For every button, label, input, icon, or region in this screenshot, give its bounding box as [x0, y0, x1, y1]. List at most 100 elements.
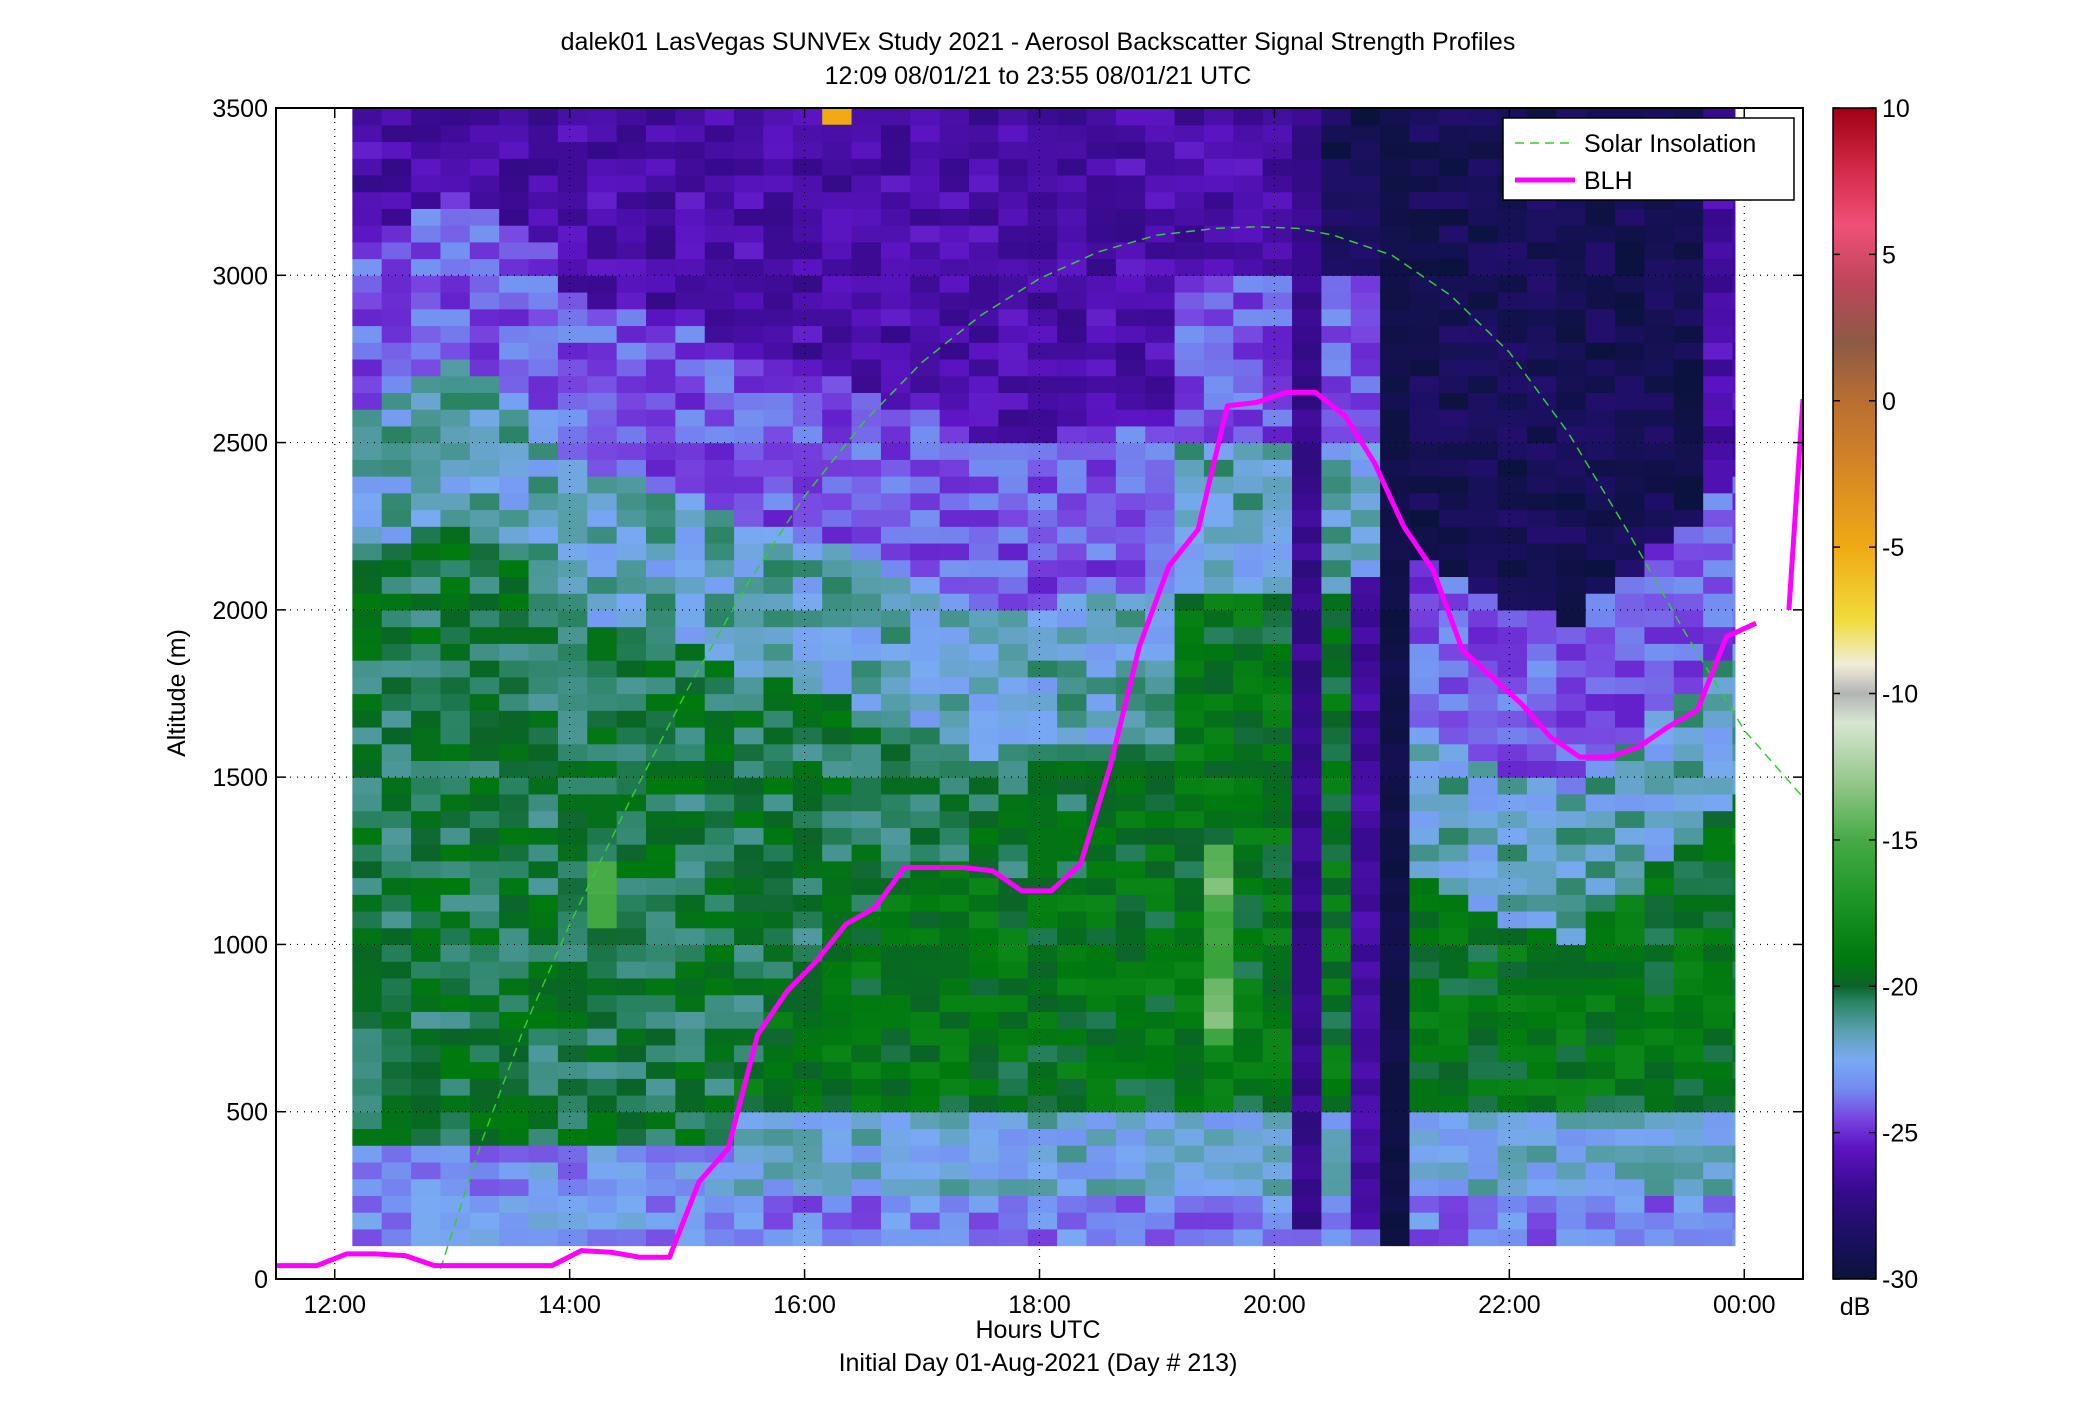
heatmap-cell	[1203, 542, 1234, 561]
heatmap-cell	[557, 342, 588, 360]
heatmap-cell	[1350, 559, 1381, 577]
heatmap-cell	[1673, 241, 1704, 260]
heatmap-cell	[352, 994, 383, 1012]
heatmap-cell	[1174, 509, 1205, 527]
heatmap-cell	[1438, 124, 1469, 143]
heatmap-cell	[440, 559, 471, 577]
heatmap-cell	[675, 994, 706, 1012]
colorbar-unit-label: dB	[1840, 1293, 1871, 1321]
heatmap-cell	[1321, 1128, 1352, 1146]
heatmap-cell	[1438, 1094, 1469, 1113]
heatmap-cell	[1673, 559, 1704, 577]
heatmap-cell	[1027, 108, 1058, 126]
heatmap-cell	[1703, 994, 1734, 1012]
heatmap-cell	[616, 459, 647, 477]
heatmap-cell	[763, 526, 794, 544]
heatmap-cell	[1086, 1212, 1117, 1230]
heatmap-cell	[939, 325, 970, 343]
heatmap-cell	[1233, 710, 1264, 728]
heatmap-cell	[1115, 542, 1146, 561]
heatmap-cell	[1438, 459, 1469, 477]
heatmap-cell	[1732, 509, 1736, 527]
heatmap-cell	[352, 1178, 383, 1196]
heatmap-cell	[792, 793, 823, 812]
heatmap-cell	[1086, 342, 1117, 360]
heatmap-cell	[969, 977, 999, 996]
heatmap-cell	[1732, 459, 1736, 477]
heatmap-cell	[1732, 358, 1736, 377]
heatmap-cell	[528, 108, 559, 126]
heatmap-cell	[1262, 1028, 1293, 1046]
heatmap-cell	[1497, 1111, 1528, 1130]
heatmap-cell	[910, 292, 941, 310]
heatmap-cell	[998, 994, 1029, 1012]
heatmap-cell	[1409, 358, 1440, 377]
heatmap-cell	[469, 241, 500, 260]
heatmap-cell	[851, 292, 882, 310]
heatmap-cell	[381, 860, 412, 879]
heatmap-cell	[792, 1128, 823, 1146]
heatmap-cell	[1262, 994, 1293, 1012]
heatmap-cell	[499, 1094, 530, 1113]
heatmap-cell	[1233, 158, 1264, 176]
heatmap-cell	[969, 827, 999, 845]
heatmap-cell	[1086, 392, 1117, 410]
heatmap-cell	[822, 1145, 853, 1163]
heatmap-cell	[969, 1028, 999, 1046]
heatmap-cell	[646, 124, 676, 143]
heatmap-cell	[1292, 476, 1323, 494]
heatmap-cell	[1115, 844, 1146, 862]
heatmap-cell	[675, 827, 706, 845]
heatmap-cell	[763, 609, 794, 628]
heatmap-cell	[411, 927, 442, 946]
heatmap-cell	[1644, 1228, 1675, 1247]
heatmap-cell	[1556, 1145, 1587, 1163]
heatmap-cell	[381, 927, 412, 946]
heatmap-cell	[704, 743, 735, 762]
heatmap-cell	[1145, 927, 1176, 946]
heatmap-cell	[910, 141, 941, 159]
heatmap-cell	[616, 1094, 647, 1113]
heatmap-cell	[616, 141, 647, 159]
heatmap-cell	[1262, 1011, 1293, 1029]
heatmap-cell	[1526, 1111, 1557, 1130]
heatmap-cell	[411, 777, 442, 795]
heatmap-cell	[616, 643, 647, 661]
heatmap-cell	[851, 860, 882, 879]
heatmap-cell	[998, 108, 1029, 126]
heatmap-cell	[939, 358, 970, 377]
heatmap-cell	[880, 509, 911, 527]
heatmap-cell	[1321, 643, 1352, 661]
heatmap-cell	[411, 409, 442, 427]
heatmap-cell	[1292, 877, 1323, 895]
heatmap-cell	[939, 894, 970, 912]
heatmap-cell	[1145, 425, 1176, 444]
heatmap-cell	[1732, 258, 1736, 276]
heatmap-cell	[1409, 810, 1440, 828]
heatmap-cell	[1321, 258, 1352, 276]
heatmap-cell	[1673, 492, 1704, 511]
heatmap-cell	[352, 1078, 383, 1096]
heatmap-cell	[646, 191, 676, 209]
heatmap-cell	[1468, 509, 1499, 527]
heatmap-cell	[969, 810, 999, 828]
heatmap-cell	[1468, 927, 1499, 946]
heatmap-cell	[1321, 660, 1352, 678]
heatmap-cell	[1262, 877, 1293, 895]
heatmap-cell	[675, 977, 706, 996]
heatmap-cell	[1174, 241, 1205, 260]
heatmap-cell	[1556, 526, 1587, 544]
heatmap-cell	[1057, 593, 1088, 611]
heatmap-cell	[557, 258, 588, 276]
heatmap-cell	[616, 760, 647, 778]
heatmap-cell	[1115, 827, 1146, 845]
heatmap-cell	[1233, 342, 1264, 360]
heatmap-cell	[763, 442, 794, 460]
heatmap-cell	[469, 1161, 500, 1180]
blh-extension-line	[1786, 398, 1803, 611]
heatmap-cell	[1086, 927, 1117, 946]
heatmap-cell	[704, 894, 735, 912]
heatmap-cell	[1732, 810, 1736, 828]
heatmap-cell	[763, 660, 794, 678]
heatmap-cell	[381, 492, 412, 511]
